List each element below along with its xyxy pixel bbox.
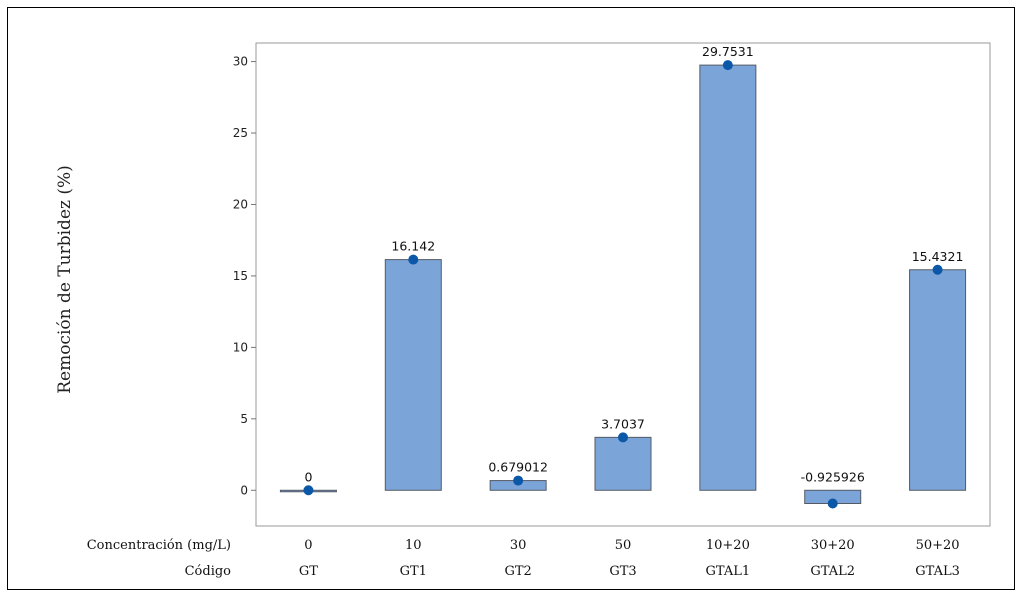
concentration-label: 50 (615, 538, 632, 553)
code-row-label: Código (185, 564, 232, 579)
code-label: GTAL1 (706, 564, 751, 579)
concentration-label: 10 (405, 538, 422, 553)
code-label: GT2 (504, 564, 531, 579)
data-point (932, 264, 943, 275)
data-label: 3.7037 (601, 416, 645, 431)
y-tick-label: 15 (233, 269, 248, 283)
data-label: 15.4321 (912, 249, 964, 264)
y-tick-label: 10 (233, 340, 248, 354)
concentration-label: 30+20 (811, 538, 855, 553)
y-tick-label: 20 (233, 197, 248, 211)
y-tick-label: 5 (240, 412, 248, 426)
data-point (618, 432, 628, 443)
bar (384, 259, 442, 491)
concentration-label: 0 (304, 538, 312, 553)
data-point (827, 498, 838, 509)
code-label: GT1 (400, 564, 427, 579)
data-label: 29.7531 (702, 44, 754, 59)
data-point (303, 485, 314, 496)
data-point (408, 254, 419, 265)
code-label: GTAL2 (810, 564, 855, 579)
data-label: 0 (304, 469, 312, 484)
code-label: GTAL3 (915, 564, 960, 579)
plot-area (255, 42, 991, 527)
data-label: -0.925926 (801, 469, 865, 484)
y-tick-label: 0 (240, 483, 248, 497)
y-tick-label: 25 (233, 126, 248, 140)
data-point (722, 60, 733, 71)
data-label: 16.142 (391, 239, 435, 254)
bar (699, 64, 757, 491)
concentration-label: 50+20 (916, 538, 960, 553)
concentration-label: 30 (510, 538, 527, 553)
concentration-label: 10+20 (706, 538, 750, 553)
bar (594, 436, 652, 491)
y-tick-label: 30 (233, 55, 248, 69)
code-label: GT3 (609, 564, 636, 579)
data-label: 0.679012 (488, 460, 548, 475)
data-point (513, 475, 524, 486)
concentration-row-label: Concentración (mg/L) (87, 538, 231, 553)
y-axis-label: Remoción de Turbidez (%) (55, 165, 75, 394)
bar (909, 269, 967, 491)
code-label: GT (299, 564, 318, 579)
